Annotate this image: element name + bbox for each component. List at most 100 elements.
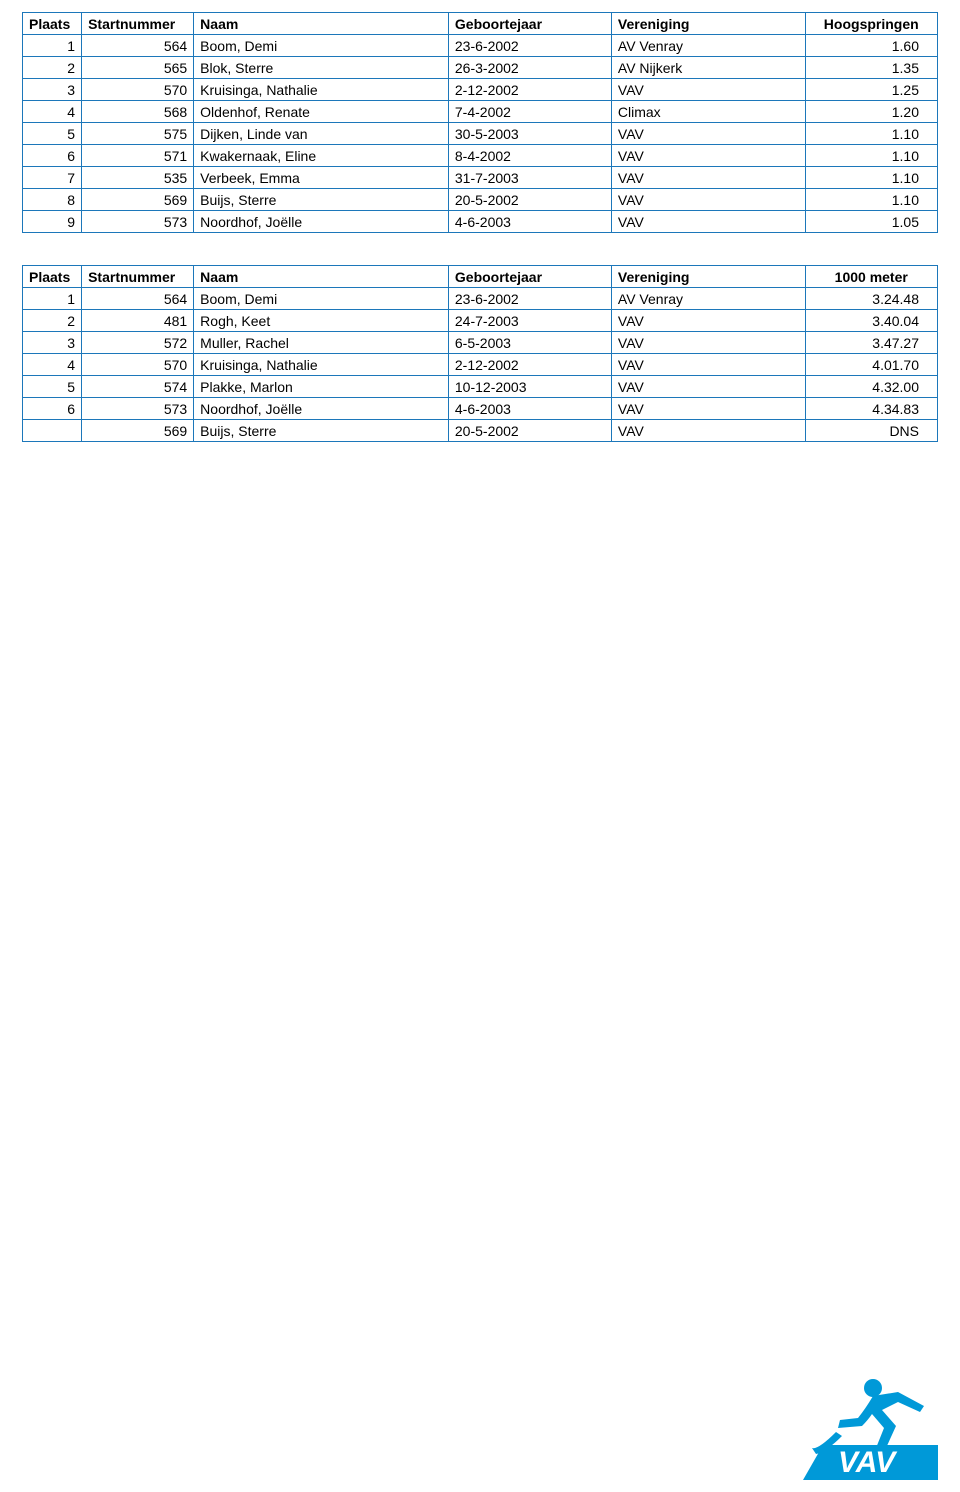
cell-startnr: 573 xyxy=(82,398,194,420)
table-row: 7535Verbeek, Emma31-7-2003VAV1.10 xyxy=(23,167,938,189)
cell-startnr: 571 xyxy=(82,145,194,167)
table-header-row: PlaatsStartnummerNaamGeboortejaarVerenig… xyxy=(23,13,938,35)
cell-naam: Verbeek, Emma xyxy=(194,167,449,189)
header-ver: Vereniging xyxy=(611,13,805,35)
cell-metric: 1.10 xyxy=(805,145,938,167)
cell-plaats: 5 xyxy=(23,376,82,398)
cell-naam: Dijken, Linde van xyxy=(194,123,449,145)
table-row: 3570Kruisinga, Nathalie2-12-2002VAV1.25 xyxy=(23,79,938,101)
cell-plaats: 5 xyxy=(23,123,82,145)
header-ver: Vereniging xyxy=(611,266,805,288)
results-table-1: PlaatsStartnummerNaamGeboortejaarVerenig… xyxy=(22,265,938,442)
cell-plaats: 6 xyxy=(23,398,82,420)
cell-naam: Boom, Demi xyxy=(194,35,449,57)
cell-startnr: 564 xyxy=(82,288,194,310)
header-metric: 1000 meter xyxy=(805,266,938,288)
table-row: 5575Dijken, Linde van30-5-2003VAV1.10 xyxy=(23,123,938,145)
cell-startnr: 569 xyxy=(82,189,194,211)
cell-ver: VAV xyxy=(611,310,805,332)
table-row: 4568Oldenhof, Renate7-4-2002Climax1.20 xyxy=(23,101,938,123)
header-jaar: Geboortejaar xyxy=(448,13,611,35)
cell-jaar: 23-6-2002 xyxy=(448,35,611,57)
table-row: 4570Kruisinga, Nathalie2-12-2002VAV4.01.… xyxy=(23,354,938,376)
cell-jaar: 4-6-2003 xyxy=(448,211,611,233)
table-row: 1564Boom, Demi23-6-2002AV Venray1.60 xyxy=(23,35,938,57)
cell-ver: VAV xyxy=(611,145,805,167)
table-row: 6571Kwakernaak, Eline8-4-2002VAV1.10 xyxy=(23,145,938,167)
cell-metric: 4.32.00 xyxy=(805,376,938,398)
cell-jaar: 2-12-2002 xyxy=(448,354,611,376)
table-header-row: PlaatsStartnummerNaamGeboortejaarVerenig… xyxy=(23,266,938,288)
cell-ver: VAV xyxy=(611,376,805,398)
cell-jaar: 23-6-2002 xyxy=(448,288,611,310)
cell-ver: VAV xyxy=(611,79,805,101)
cell-startnr: 570 xyxy=(82,79,194,101)
cell-startnr: 481 xyxy=(82,310,194,332)
cell-plaats: 4 xyxy=(23,101,82,123)
header-jaar: Geboortejaar xyxy=(448,266,611,288)
cell-startnr: 573 xyxy=(82,211,194,233)
cell-startnr: 575 xyxy=(82,123,194,145)
cell-startnr: 570 xyxy=(82,354,194,376)
cell-jaar: 7-4-2002 xyxy=(448,101,611,123)
cell-plaats: 1 xyxy=(23,35,82,57)
cell-naam: Oldenhof, Renate xyxy=(194,101,449,123)
cell-plaats: 2 xyxy=(23,310,82,332)
cell-ver: AV Venray xyxy=(611,288,805,310)
results-table-0: PlaatsStartnummerNaamGeboortejaarVerenig… xyxy=(22,12,938,233)
table-row: 5574Plakke, Marlon10-12-2003VAV4.32.00 xyxy=(23,376,938,398)
cell-plaats: 7 xyxy=(23,167,82,189)
cell-plaats: 4 xyxy=(23,354,82,376)
cell-naam: Buijs, Sterre xyxy=(194,420,449,442)
cell-naam: Muller, Rachel xyxy=(194,332,449,354)
cell-ver: VAV xyxy=(611,354,805,376)
table-row: 2565Blok, Sterre26-3-2002AV Nijkerk1.35 xyxy=(23,57,938,79)
cell-metric: 4.01.70 xyxy=(805,354,938,376)
cell-metric: 1.05 xyxy=(805,211,938,233)
header-plaats: Plaats xyxy=(23,13,82,35)
cell-jaar: 26-3-2002 xyxy=(448,57,611,79)
cell-plaats: 2 xyxy=(23,57,82,79)
table-row: 9573Noordhof, Joëlle4-6-2003VAV1.05 xyxy=(23,211,938,233)
cell-ver: VAV xyxy=(611,398,805,420)
header-startnr: Startnummer xyxy=(82,266,194,288)
table-row: 569Buijs, Sterre20-5-2002VAVDNS xyxy=(23,420,938,442)
cell-naam: Kwakernaak, Eline xyxy=(194,145,449,167)
cell-jaar: 20-5-2002 xyxy=(448,420,611,442)
header-naam: Naam xyxy=(194,266,449,288)
header-startnr: Startnummer xyxy=(82,13,194,35)
cell-metric: 3.24.48 xyxy=(805,288,938,310)
cell-ver: VAV xyxy=(611,211,805,233)
cell-metric: 4.34.83 xyxy=(805,398,938,420)
cell-ver: VAV xyxy=(611,123,805,145)
cell-metric: 1.25 xyxy=(805,79,938,101)
cell-ver: VAV xyxy=(611,167,805,189)
cell-plaats: 3 xyxy=(23,79,82,101)
cell-ver: VAV xyxy=(611,420,805,442)
cell-plaats: 3 xyxy=(23,332,82,354)
table-row: 2481Rogh, Keet24-7-2003VAV3.40.04 xyxy=(23,310,938,332)
cell-startnr: 568 xyxy=(82,101,194,123)
cell-metric: 1.10 xyxy=(805,189,938,211)
header-naam: Naam xyxy=(194,13,449,35)
cell-naam: Rogh, Keet xyxy=(194,310,449,332)
table-row: 1564Boom, Demi23-6-2002AV Venray3.24.48 xyxy=(23,288,938,310)
cell-ver: Climax xyxy=(611,101,805,123)
cell-naam: Buijs, Sterre xyxy=(194,189,449,211)
cell-startnr: 572 xyxy=(82,332,194,354)
cell-startnr: 565 xyxy=(82,57,194,79)
cell-jaar: 24-7-2003 xyxy=(448,310,611,332)
cell-jaar: 10-12-2003 xyxy=(448,376,611,398)
cell-plaats: 8 xyxy=(23,189,82,211)
cell-startnr: 535 xyxy=(82,167,194,189)
cell-metric: 3.40.04 xyxy=(805,310,938,332)
tables-container: PlaatsStartnummerNaamGeboortejaarVerenig… xyxy=(22,12,938,442)
cell-metric: 1.60 xyxy=(805,35,938,57)
cell-naam: Noordhof, Joëlle xyxy=(194,211,449,233)
cell-jaar: 2-12-2002 xyxy=(448,79,611,101)
cell-ver: VAV xyxy=(611,189,805,211)
cell-ver: AV Venray xyxy=(611,35,805,57)
cell-plaats: 6 xyxy=(23,145,82,167)
cell-startnr: 564 xyxy=(82,35,194,57)
cell-metric: 3.47.27 xyxy=(805,332,938,354)
